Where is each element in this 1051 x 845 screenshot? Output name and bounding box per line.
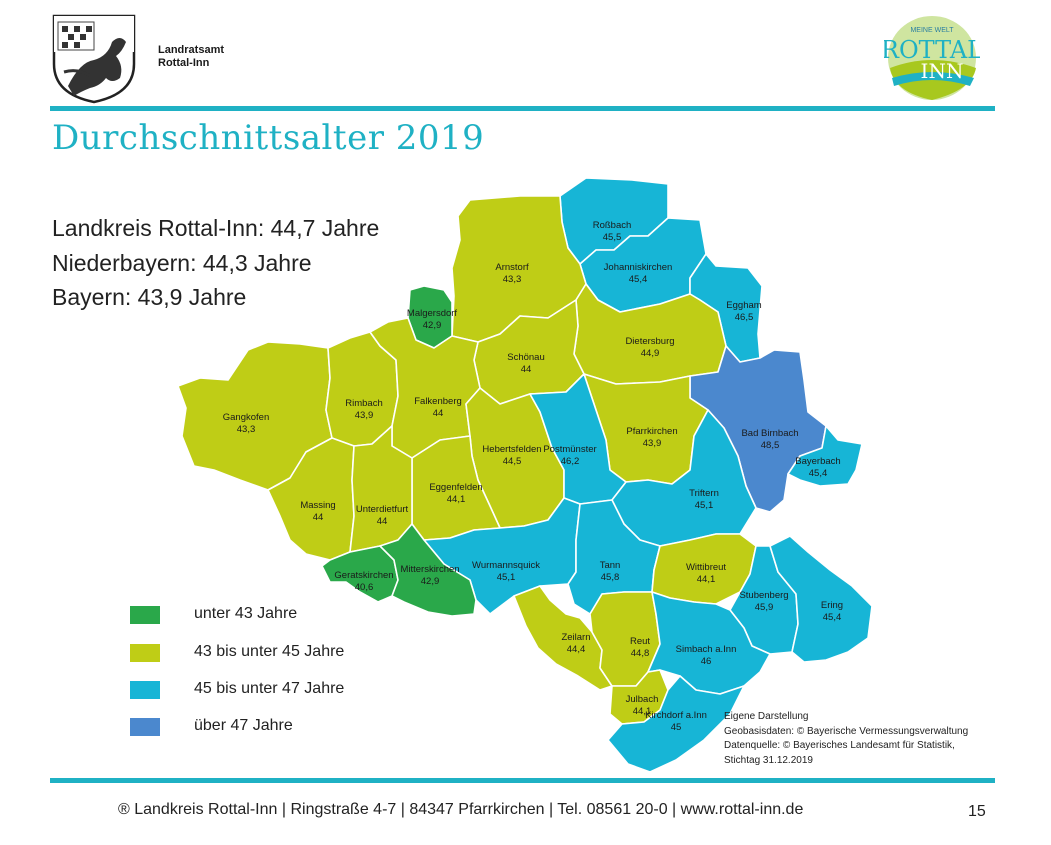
region-name-label: Mitterskirchen <box>400 564 459 575</box>
region-name-label: Wurmannsquick <box>472 560 540 571</box>
region-name-label: Stubenberg <box>739 590 788 601</box>
region-value-label: 42,9 <box>423 320 442 331</box>
region-bayerbach <box>787 425 863 487</box>
region-name-label: Postmünster <box>543 444 596 455</box>
region-value-label: 44 <box>521 364 532 375</box>
region-value-label: 46,2 <box>561 456 580 467</box>
legend-swatch <box>130 718 160 736</box>
region-name-label: Tann <box>600 560 621 571</box>
region-value-label: 44,1 <box>633 706 652 717</box>
region-kirchdorf-a-inn <box>607 675 745 773</box>
logo-word-1: ROTTAL <box>884 36 980 64</box>
credit-line: Stichtag 31.12.2019 <box>724 754 813 766</box>
page-title: Durchschnittsalter 2019 <box>52 118 485 158</box>
rottal-inn-logo: MEINE WELT ROTTAL INN <box>884 16 980 100</box>
credit-line: Geobasisdaten: © Bayerische Vermessungsv… <box>724 725 969 737</box>
region-value-label: 43,3 <box>237 424 256 435</box>
region-value-label: 45,4 <box>629 274 648 285</box>
footer-rule <box>50 778 995 783</box>
region-name-label: Johanniskirchen <box>604 262 673 273</box>
region-name-label: Ering <box>821 600 843 611</box>
region-name-label: Falkenberg <box>414 396 462 407</box>
region-name-label: Reut <box>630 636 650 647</box>
region-value-label: 45,9 <box>755 602 774 613</box>
region-name-label: Eggenfelden <box>429 482 482 493</box>
region-value-label: 44 <box>433 408 444 419</box>
legend-label: über 47 Jahre <box>194 717 293 734</box>
region-value-label: 45,4 <box>823 612 842 623</box>
organization-name: Landratsamt Rottal-Inn <box>158 44 224 70</box>
region-name-label: Gangkofen <box>223 412 269 423</box>
region-name-label: Kirchdorf a.Inn <box>645 710 707 721</box>
region-value-label: 45,8 <box>601 572 620 583</box>
region-name-label: Arnstorf <box>495 262 529 273</box>
region-value-label: 46 <box>701 656 712 667</box>
legend-swatch <box>130 606 160 624</box>
region-name-label: Zeilarn <box>561 632 590 643</box>
region-value-label: 44,9 <box>641 348 660 359</box>
region-value-label: 45 <box>671 722 682 733</box>
region-value-label: 44,1 <box>447 494 466 505</box>
region-name-label: Bayerbach <box>795 456 840 467</box>
region-value-label: 43,9 <box>355 410 374 421</box>
region-name-label: Pfarrkirchen <box>626 426 677 437</box>
region-name-label: Schönau <box>507 352 545 363</box>
region-value-label: 45,1 <box>497 572 516 583</box>
region-value-label: 48,5 <box>761 440 780 451</box>
region-value-label: 43,9 <box>643 438 662 449</box>
region-value-label: 44,1 <box>697 574 716 585</box>
coat-of-arms-icon <box>52 14 136 104</box>
legend-label: 43 bis unter 45 Jahre <box>194 643 345 660</box>
credit-line: Datenquelle: © Bayerisches Landesamt für… <box>724 740 955 751</box>
source-credits: Eigene Darstellung Geobasisdaten: © Baye… <box>724 710 968 768</box>
region-value-label: 45,1 <box>695 500 714 511</box>
stat-niederbayern: Niederbayern: 44,3 Jahre <box>52 250 312 276</box>
legend-swatch <box>130 681 160 699</box>
region-value-label: 43,3 <box>503 274 522 285</box>
page-number: 15 <box>968 803 986 820</box>
org-line-1: Landratsamt <box>158 44 225 56</box>
region-name-label: Dietersburg <box>625 336 674 347</box>
region-name-label: Eggham <box>726 300 761 311</box>
region-name-label: Wittibreut <box>686 562 726 573</box>
stat-bayern: Bayern: 43,9 Jahre <box>52 284 247 310</box>
region-name-label: Rimbach <box>345 398 383 409</box>
region-name-label: Geratskirchen <box>334 570 393 581</box>
legend-label: 45 bis unter 47 Jahre <box>194 680 345 697</box>
region-name-label: Triftern <box>689 488 719 499</box>
region-value-label: 44,8 <box>631 648 650 659</box>
region-name-label: Julbach <box>626 694 659 705</box>
region-name-label: Hebertsfelden <box>482 444 541 455</box>
region-value-label: 44 <box>377 516 388 527</box>
region-ering <box>769 535 873 663</box>
region-value-label: 44,4 <box>567 644 586 655</box>
region-value-label: 40,6 <box>355 582 374 593</box>
region-name-label: Massing <box>300 500 335 511</box>
region-name-label: Simbach a.Inn <box>676 644 737 655</box>
region-name-label: Unterdietfurt <box>356 504 409 515</box>
logo-top-text: MEINE WELT <box>910 27 954 34</box>
region-value-label: 46,5 <box>735 312 754 323</box>
footer-address: ® Landkreis Rottal-Inn | Ringstraße 4-7 … <box>118 801 804 818</box>
region-value-label: 45,4 <box>809 468 828 479</box>
region-value-label: 44 <box>313 512 324 523</box>
region-value-label: 44,5 <box>503 456 522 467</box>
region-name-label: Roßbach <box>593 220 632 231</box>
region-value-label: 45,5 <box>603 232 622 243</box>
credit-line: Eigene Darstellung <box>724 711 809 722</box>
region-name-label: Bad Birnbach <box>741 428 798 439</box>
logo-word-2: INN <box>921 59 964 83</box>
region-name-label: Malgersdorf <box>407 308 458 319</box>
region-value-label: 42,9 <box>421 576 440 587</box>
org-line-2: Rottal-Inn <box>158 57 210 69</box>
region-mitterskirchen <box>379 523 477 617</box>
legend-swatch <box>130 644 160 662</box>
stat-landkreis: Landkreis Rottal-Inn: 44,7 Jahre <box>52 215 380 241</box>
header-rule <box>50 106 995 111</box>
legend-label: unter 43 Jahre <box>194 605 298 622</box>
